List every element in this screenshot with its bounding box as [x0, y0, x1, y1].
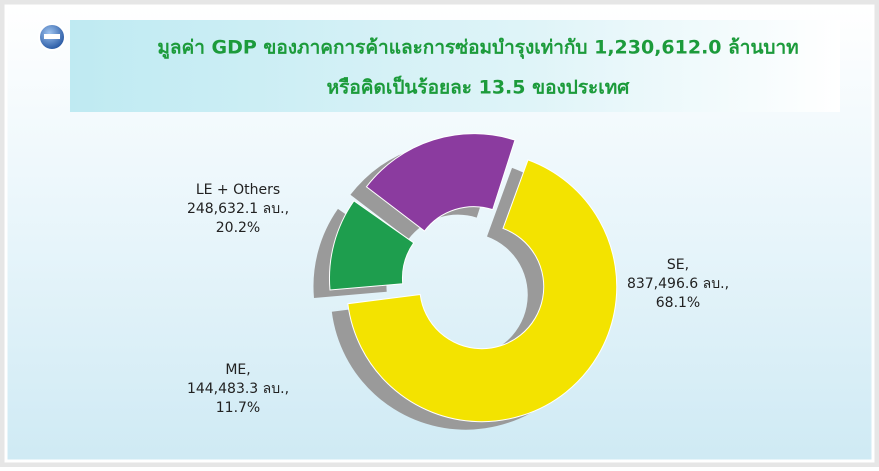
title-banner [70, 20, 840, 112]
slice-label-value: 248,632.1 ลบ., [187, 201, 289, 217]
minus-bar [44, 34, 60, 39]
chart-title: มูลค่า GDP ของภาคการค้าและการซ่อมบำรุงเท… [157, 37, 798, 60]
chart-subtitle: หรือคิดเป็นร้อยละ 13.5 ของประเทศ [327, 75, 631, 99]
slice-label-percent: 20.2% [216, 220, 260, 236]
slice [328, 200, 415, 291]
slice-label-name: SE, [667, 257, 689, 273]
slice [365, 133, 516, 232]
slice-label-percent: 11.7% [216, 400, 260, 416]
slice-label-name: LE + Others [196, 182, 280, 198]
slice-label-percent: 68.1% [656, 295, 700, 311]
slice-label-name: ME, [225, 362, 250, 378]
slice [347, 159, 618, 423]
slice-label-value: 144,483.3 ลบ., [187, 381, 289, 397]
slice-label-value: 837,496.6 ลบ., [627, 276, 729, 292]
